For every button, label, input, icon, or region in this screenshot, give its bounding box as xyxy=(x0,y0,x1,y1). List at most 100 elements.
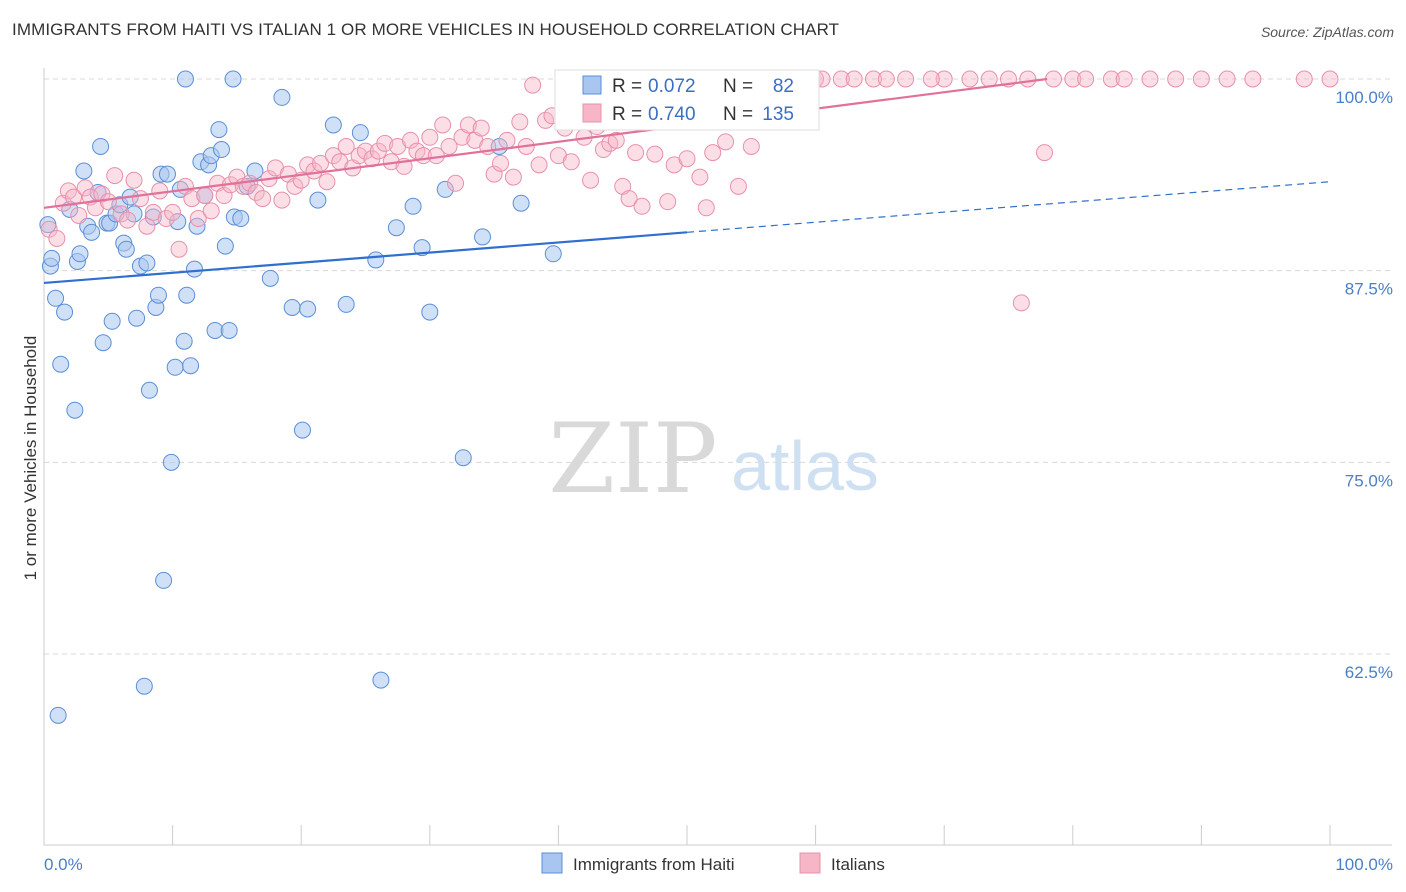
tick-labels: 62.5% 75.0% 87.5% 100.0% 0.0% 100.0% xyxy=(44,88,1393,874)
point-italians-15 xyxy=(131,190,149,208)
point-haiti-43 xyxy=(182,357,200,375)
point-italians-28 xyxy=(215,187,233,205)
point-italians-100 xyxy=(678,150,696,168)
point-haiti-6 xyxy=(56,303,74,321)
point-italians-45 xyxy=(324,147,342,165)
point-italians-60 xyxy=(421,128,439,146)
point-italians-44 xyxy=(318,173,336,191)
point-italians-91 xyxy=(620,190,638,208)
point-haiti-72 xyxy=(413,239,431,257)
point-haiti-13 xyxy=(83,223,101,241)
y-tick-label-1: 75.0% xyxy=(1345,471,1393,490)
x-tick-label-0: 0.0% xyxy=(44,855,83,874)
point-haiti-23 xyxy=(117,240,135,258)
point-italians-119 xyxy=(961,70,979,88)
point-haiti-76 xyxy=(474,228,492,246)
point-italians-134 xyxy=(1321,70,1339,88)
series-italians-points xyxy=(40,70,1339,312)
point-italians-85 xyxy=(582,171,600,189)
point-haiti-35 xyxy=(155,571,173,589)
point-italians-33 xyxy=(247,183,265,201)
point-italians-66 xyxy=(459,116,477,134)
y-tick-label-3: 100.0% xyxy=(1335,88,1393,107)
point-italians-19 xyxy=(157,210,175,228)
point-haiti-70 xyxy=(387,219,405,237)
stats-r-value-1: 0.072 xyxy=(648,76,696,97)
point-haiti-65 xyxy=(324,116,342,134)
point-haiti-53 xyxy=(216,237,234,255)
point-haiti-56 xyxy=(232,210,250,228)
point-italians-95 xyxy=(646,145,664,163)
point-italians-70 xyxy=(485,165,503,183)
stats-n-value-1: 82 xyxy=(773,76,794,97)
point-italians-13 xyxy=(119,211,137,229)
point-italians-14 xyxy=(125,171,143,189)
point-haiti-51 xyxy=(210,121,228,139)
point-haiti-74 xyxy=(436,180,454,198)
point-italians-34 xyxy=(254,190,272,208)
y-tick-label-2: 87.5% xyxy=(1345,280,1393,299)
y-tick-label-0: 62.5% xyxy=(1345,663,1393,682)
point-italians-133 xyxy=(1295,70,1313,88)
stats-r-label-2: R = xyxy=(612,104,642,125)
point-italians-16 xyxy=(138,217,156,235)
point-italians-76 xyxy=(524,76,542,94)
point-italians-87 xyxy=(594,141,612,159)
point-italians-114 xyxy=(832,70,850,88)
point-italians-104 xyxy=(704,144,722,162)
legend-label-italians: Italians xyxy=(831,855,885,874)
point-haiti-28 xyxy=(135,677,153,695)
point-italians-39 xyxy=(286,177,304,195)
point-italians-37 xyxy=(273,191,291,209)
point-italians-116 xyxy=(864,70,882,88)
point-italians-135 xyxy=(1012,294,1030,312)
point-italians-124 xyxy=(1064,70,1082,88)
point-italians-130 xyxy=(1192,70,1210,88)
point-haiti-67 xyxy=(351,124,369,142)
grid-lines xyxy=(44,78,1392,655)
point-italians-125 xyxy=(1077,70,1095,88)
point-italians-127 xyxy=(1115,70,1133,88)
point-italians-122 xyxy=(1019,70,1037,88)
legend-swatch-italians xyxy=(799,852,821,874)
point-italians-24 xyxy=(189,210,207,228)
stats-n-label-1: N = xyxy=(723,76,753,97)
trend-line-haiti-projection xyxy=(686,181,1331,233)
point-haiti-64 xyxy=(309,191,327,209)
trend-lines xyxy=(43,77,1331,285)
stats-r-label-1: R = xyxy=(612,76,642,97)
point-haiti-36 xyxy=(158,165,176,183)
point-haiti-31 xyxy=(144,208,162,226)
point-haiti-50 xyxy=(206,321,224,339)
point-italians-108 xyxy=(729,177,747,195)
point-italians-12 xyxy=(112,205,130,223)
point-haiti-26 xyxy=(128,309,146,327)
point-haiti-61 xyxy=(283,298,301,316)
point-italians-53 xyxy=(376,134,394,152)
point-haiti-69 xyxy=(372,671,390,689)
point-italians-138 xyxy=(922,70,940,88)
point-haiti-81 xyxy=(176,70,194,88)
x-tick-label-1: 100.0% xyxy=(1335,855,1393,874)
series-haiti-points xyxy=(39,70,562,724)
point-italians-6 xyxy=(76,179,94,197)
point-italians-72 xyxy=(498,131,516,149)
point-haiti-59 xyxy=(261,269,279,287)
point-haiti-11 xyxy=(75,162,93,180)
point-italians-110 xyxy=(742,137,760,155)
stats-swatch-blue xyxy=(582,75,602,95)
point-italians-71 xyxy=(492,154,510,172)
point-haiti-37 xyxy=(162,453,180,471)
watermark: ZIP atlas xyxy=(548,403,879,515)
point-italians-102 xyxy=(691,168,709,186)
point-italians-123 xyxy=(1036,144,1054,162)
point-italians-68 xyxy=(472,119,490,137)
point-italians-5 xyxy=(70,206,88,224)
point-italians-73 xyxy=(504,168,522,186)
point-haiti-41 xyxy=(175,332,193,350)
legend: Immigrants from Haiti Italians xyxy=(541,852,885,874)
point-italians-1 xyxy=(48,229,66,247)
point-italians-23 xyxy=(183,190,201,208)
point-italians-74 xyxy=(511,113,529,131)
